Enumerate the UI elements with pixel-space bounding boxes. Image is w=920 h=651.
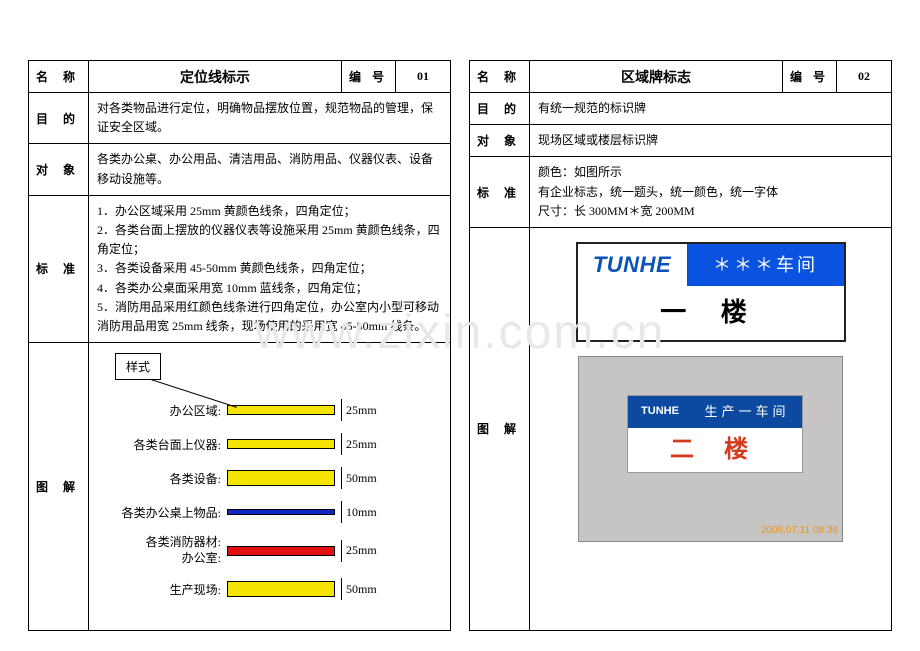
title-cell: 区域牌标志: [530, 61, 783, 92]
sign-right-text: ＊＊＊车间: [688, 244, 844, 286]
photo-sign-logo-text: TUNHE: [641, 403, 679, 421]
legend-dimension: 25mm: [341, 540, 377, 562]
row-purpose: 目 的 有统一规范的标识牌: [470, 93, 891, 125]
legend-row: 各类办公桌上物品: 10mm: [97, 501, 442, 523]
purpose-content: 有统一规范的标识牌: [530, 93, 891, 124]
legend-bar: [227, 470, 335, 486]
legend-dimension: 25mm: [341, 399, 377, 421]
legend-bar: [227, 405, 335, 415]
title-cell: 定位线标示: [89, 61, 342, 92]
num-value: 02: [837, 61, 891, 92]
legend-label: 各类设备:: [97, 470, 227, 487]
row-purpose: 目 的 对各类物品进行定位，明确物品摆放位置，规范物品的管理，保证安全区域。: [29, 93, 450, 144]
sign-top: TUNHE ＊＊＊车间: [578, 244, 844, 286]
standard-label: 标 准: [470, 157, 530, 227]
legend-dimension: 10mm: [341, 501, 377, 523]
photo-sign-logo: TUNHE: [628, 396, 692, 428]
card-right: 名 称 区域牌标志 编 号 02 目 的 有统一规范的标识牌 对 象 现场区域或…: [469, 60, 892, 631]
legend-bar-wrap: 25mm: [227, 399, 377, 421]
object-label: 对 象: [470, 125, 530, 156]
legend-label: 各类办公桌上物品:: [97, 504, 227, 521]
row-diagram: 图 解 TUNHE ＊＊＊车间 一 楼 TUNHE 生产一车间 二 楼 2006…: [470, 228, 891, 630]
num-label: 编 号: [342, 61, 396, 92]
purpose-label: 目 的: [29, 93, 89, 143]
legend-bar-wrap: 10mm: [227, 501, 377, 523]
card-left: 名 称 定位线标示 编 号 01 目 的 对各类物品进行定位，明确物品摆放位置，…: [28, 60, 451, 631]
legend-dimension: 25mm: [341, 433, 377, 455]
standard-line: 颜色：如图所示: [538, 163, 883, 182]
standard-line: 尺寸：长 300MM＊宽 200MM: [538, 202, 883, 221]
standard-item: 5．消防用品采用红颜色线条进行四角定位，办公室内小型可移动消防用品用宽 25mm…: [97, 298, 442, 336]
diagram-content: TUNHE ＊＊＊车间 一 楼 TUNHE 生产一车间 二 楼 2006.07.…: [530, 228, 891, 630]
sign-logo: TUNHE: [578, 244, 688, 286]
legend-label: 各类台面上仪器:: [97, 436, 227, 453]
diagram-label: 图 解: [470, 228, 530, 630]
diagram-label: 图 解: [29, 343, 89, 630]
row-diagram: 图 解 样式 办公区域:25mm各类台面上仪器:25mm各类设备:50mm各类办…: [29, 343, 450, 630]
object-content: 现场区域或楼层标识牌: [530, 125, 891, 156]
legend-bar-wrap: 50mm: [227, 467, 377, 489]
photo-timestamp: 2006.07.11 08:36: [761, 523, 838, 539]
legend-bar-wrap: 25mm: [227, 540, 377, 562]
num-value: 01: [396, 61, 450, 92]
legend-row: 生产现场: 50mm: [97, 578, 442, 600]
legend-bar-wrap: 50mm: [227, 578, 377, 600]
diagram-content: 样式 办公区域:25mm各类台面上仪器:25mm各类设备:50mm各类办公桌上物…: [89, 343, 450, 630]
row-header: 名 称 定位线标示 编 号 01: [29, 61, 450, 93]
name-label: 名 称: [29, 61, 89, 92]
legend-bar: [227, 439, 335, 449]
num-label: 编 号: [783, 61, 837, 92]
purpose-label: 目 的: [470, 93, 530, 124]
row-object: 对 象 现场区域或楼层标识牌: [470, 125, 891, 157]
legend-bar: [227, 509, 335, 515]
object-content: 各类办公桌、办公用品、清洁用品、消防用品、仪器仪表、设备移动设施等。: [89, 144, 450, 194]
photo-sign-right-text: 生产一车间: [692, 396, 802, 428]
legend-bar: [227, 546, 335, 556]
standard-content: 1．办公区域采用 25mm 黄颜色线条，四角定位；2．各类台面上摆放的仪器仪表等…: [89, 196, 450, 342]
standard-item: 1．办公区域采用 25mm 黄颜色线条，四角定位；: [97, 202, 442, 221]
legend-row: 各类设备: 50mm: [97, 467, 442, 489]
legend-bar-wrap: 25mm: [227, 433, 377, 455]
photo-sign: TUNHE 生产一车间 二 楼: [627, 395, 803, 473]
legend-label: 各类消防器材:办公室:: [97, 535, 227, 566]
object-label: 对 象: [29, 144, 89, 194]
row-standard: 标 准 1．办公区域采用 25mm 黄颜色线条，四角定位；2．各类台面上摆放的仪…: [29, 196, 450, 343]
sign-bottom-text: 一 楼: [578, 286, 844, 340]
name-label: 名 称: [470, 61, 530, 92]
legend-label: 生产现场:: [97, 581, 227, 598]
standard-item: 4．各类办公桌面采用宽 10mm 蓝线条，四角定位；: [97, 279, 442, 298]
standard-line: 有企业标志，统一题头，统一颜色，统一字体: [538, 183, 883, 202]
sample-arrow: [149, 375, 239, 405]
sign-mock: TUNHE ＊＊＊车间 一 楼: [576, 242, 846, 342]
row-object: 对 象 各类办公桌、办公用品、清洁用品、消防用品、仪器仪表、设备移动设施等。: [29, 144, 450, 195]
legend-bar: [227, 581, 335, 597]
legend-rows: 办公区域:25mm各类台面上仪器:25mm各类设备:50mm各类办公桌上物品:1…: [97, 399, 442, 600]
purpose-content: 对各类物品进行定位，明确物品摆放位置，规范物品的管理，保证安全区域。: [89, 93, 450, 143]
sign-logo-text: TUNHE: [593, 247, 671, 282]
standard-item: 2．各类台面上摆放的仪器仪表等设施采用 25mm 黄颜色线条，四角定位；: [97, 221, 442, 259]
row-header: 名 称 区域牌标志 编 号 02: [470, 61, 891, 93]
legend-row: 各类消防器材:办公室: 25mm: [97, 535, 442, 566]
photo-mock: TUNHE 生产一车间 二 楼 2006.07.11 08:36: [578, 356, 843, 542]
photo-sign-bottom-text: 二 楼: [628, 428, 802, 472]
legend-dimension: 50mm: [341, 578, 377, 600]
standard-label: 标 准: [29, 196, 89, 342]
legend-dimension: 50mm: [341, 467, 377, 489]
legend-row: 各类台面上仪器: 25mm: [97, 433, 442, 455]
row-standard: 标 准 颜色：如图所示有企业标志，统一题头，统一颜色，统一字体尺寸：长 300M…: [470, 157, 891, 228]
photo-sign-top: TUNHE 生产一车间: [628, 396, 802, 428]
standard-item: 3．各类设备采用 45-50mm 黄颜色线条，四角定位；: [97, 259, 442, 278]
standard-content: 颜色：如图所示有企业标志，统一题头，统一颜色，统一字体尺寸：长 300MM＊宽 …: [530, 157, 891, 227]
